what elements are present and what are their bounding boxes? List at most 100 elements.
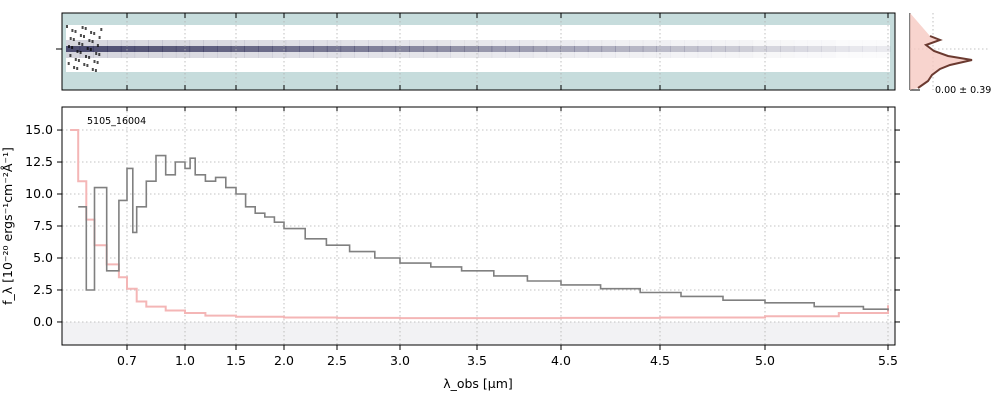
x-tick-label: 2.5 (327, 353, 347, 368)
noise-pixel (90, 31, 93, 34)
noise-pixel (91, 40, 94, 43)
x-axis-ticks: 0.7 1.0 1.5 2.0 2.5 3.0 3.5 4.0 4.5 5.0 5.5 (117, 107, 898, 368)
noise-pixel (83, 63, 86, 66)
series-line (78, 154, 889, 311)
trace-segment (725, 46, 740, 52)
spectrum-1d-panel: 0.7 1.0 1.5 2.0 2.5 3.0 3.5 4.0 4.5 5.0 5.5 0.0 2.5… (0, 106, 900, 391)
trace-segment (697, 46, 712, 52)
trace-segment (285, 46, 300, 52)
trace-halo (120, 40, 136, 58)
trace-halo (560, 40, 575, 58)
main-series (70, 129, 889, 320)
trace-segment (615, 46, 630, 52)
noise-pixel (98, 36, 101, 39)
trace-segment (381, 46, 397, 52)
noise-pixel (79, 51, 82, 54)
trace-segment (162, 46, 177, 52)
noise-pixel (85, 55, 87, 58)
noise-pixel (94, 69, 97, 72)
trace-halo (601, 40, 616, 58)
trace-halo (368, 40, 383, 58)
trace-segment (642, 46, 657, 52)
trace-halo (175, 40, 191, 58)
x-tick-label: 5.5 (878, 353, 898, 368)
noise-pixel (91, 68, 94, 71)
trace-halo (423, 40, 438, 58)
trace-segment (670, 46, 685, 52)
x-tick-label: 1.0 (175, 353, 195, 368)
trace-segment (409, 46, 424, 52)
trace-halo (670, 40, 685, 58)
trace-segment (711, 46, 726, 52)
y-tick-label: 12.5 (25, 154, 53, 169)
noise-pixel (76, 67, 79, 70)
trace-segment (766, 46, 781, 52)
trace-halo (313, 40, 328, 58)
trace-halo (244, 40, 259, 58)
inset-profile-fill (910, 13, 972, 90)
trace-halo (794, 40, 808, 58)
y-tick-label: 10.0 (25, 186, 53, 201)
trace-halo (464, 40, 479, 58)
trace-segment (587, 46, 603, 52)
noise-pixel (96, 61, 99, 64)
trace-segment (848, 46, 863, 52)
trace-segment (354, 46, 369, 52)
x-tick-label: 4.5 (650, 353, 670, 368)
trace-halo (574, 40, 589, 58)
trace-halo (849, 40, 863, 58)
x-tick-label: 0.7 (117, 353, 137, 368)
trace-segment (752, 46, 767, 52)
trace-segment (821, 46, 836, 52)
noise-pixel (73, 66, 76, 69)
x-tick-label: 2.0 (274, 353, 294, 368)
noise-pixel (86, 64, 89, 67)
noise-pixel (84, 27, 87, 30)
y-tick-label: 2.5 (33, 282, 53, 297)
profile-inset-label: 0.00 ± 0.39 (935, 85, 991, 96)
trace-halo (189, 40, 204, 58)
y-axis-label: f_λ [10⁻²⁰ ergs⁻¹cm⁻²Å⁻¹] (0, 147, 15, 305)
trace-segment (313, 46, 328, 52)
trace-halo (340, 40, 355, 58)
x-tick-label: 3.0 (390, 353, 410, 368)
noise-pixel (66, 25, 68, 28)
trace-halo (532, 40, 548, 58)
trace-segment (464, 46, 479, 52)
profile-inset: 0.00 ± 0.39 (909, 13, 991, 96)
noise-pixel (68, 45, 70, 48)
trace-halo (478, 40, 493, 58)
trace-segment (340, 46, 355, 52)
trace-halo (491, 40, 506, 58)
trace-halo (656, 40, 671, 58)
trace-halo (835, 40, 849, 58)
trace-segment (189, 46, 204, 52)
noise-pixel (71, 29, 74, 32)
trace-halo (395, 40, 410, 58)
trace-segment (862, 46, 877, 52)
trace-halo (684, 40, 699, 58)
y-tick-label: 15.0 (25, 122, 53, 137)
trace-segment (780, 46, 795, 52)
trace-segment (560, 46, 575, 52)
trace-halo (285, 40, 300, 58)
trace-segment (436, 46, 451, 52)
trace-halo (863, 40, 877, 58)
noise-pixel (67, 62, 70, 65)
trace-segment (505, 46, 520, 52)
trace-halo (258, 40, 273, 58)
noise-pixel (86, 47, 89, 50)
trace-segment (395, 46, 410, 52)
trace-halo (505, 40, 520, 58)
trace-segment (272, 46, 287, 52)
noise-pixel (89, 48, 92, 51)
trace-segment (93, 46, 108, 52)
y-axis-ticks: 0.0 2.5 5.0 7.5 10.0 12.5 15.0 (25, 122, 900, 329)
trace-segment (601, 46, 616, 52)
trace-segment (368, 46, 383, 52)
trace-halo (615, 40, 630, 58)
noise-pixel (96, 44, 99, 47)
trace-halo (711, 40, 726, 58)
noise-pixel (100, 28, 103, 31)
trace-halo (381, 40, 397, 58)
